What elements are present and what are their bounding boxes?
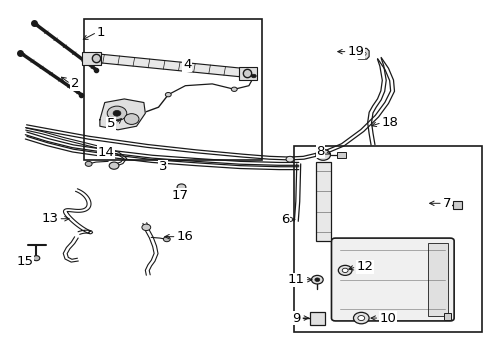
Circle shape <box>231 87 237 91</box>
Bar <box>337 152 345 158</box>
Circle shape <box>361 52 366 55</box>
Text: 14: 14 <box>98 145 114 158</box>
Circle shape <box>316 149 331 160</box>
Text: 6: 6 <box>281 213 290 226</box>
Circle shape <box>312 275 323 284</box>
Bar <box>310 312 325 324</box>
Bar <box>84 19 262 160</box>
Text: 12: 12 <box>356 260 373 273</box>
Text: 9: 9 <box>292 311 300 325</box>
Polygon shape <box>100 99 146 130</box>
Circle shape <box>353 312 369 324</box>
Text: 19: 19 <box>347 45 365 58</box>
Text: 5: 5 <box>107 117 116 130</box>
Bar <box>444 314 451 320</box>
Circle shape <box>142 224 151 230</box>
Bar <box>294 146 482 332</box>
Bar <box>428 243 448 316</box>
Circle shape <box>109 162 119 169</box>
Polygon shape <box>358 48 369 59</box>
Circle shape <box>33 256 40 261</box>
Text: 3: 3 <box>159 160 167 173</box>
FancyBboxPatch shape <box>331 238 454 321</box>
Circle shape <box>315 278 320 282</box>
Circle shape <box>251 74 256 78</box>
Circle shape <box>338 265 352 275</box>
Circle shape <box>177 184 186 190</box>
Polygon shape <box>95 54 248 77</box>
Text: 7: 7 <box>443 197 451 210</box>
Circle shape <box>85 161 92 166</box>
Text: 1: 1 <box>97 26 105 39</box>
Text: 2: 2 <box>71 77 79 90</box>
Circle shape <box>113 111 121 116</box>
Bar <box>239 67 257 80</box>
Circle shape <box>163 237 170 242</box>
Text: 10: 10 <box>379 311 396 325</box>
Text: 16: 16 <box>176 230 194 243</box>
Bar <box>316 162 331 241</box>
Text: 13: 13 <box>41 212 58 225</box>
Text: 8: 8 <box>316 145 325 158</box>
Text: 4: 4 <box>183 58 192 71</box>
Bar <box>82 51 101 64</box>
Circle shape <box>286 156 294 162</box>
Text: 15: 15 <box>17 255 34 268</box>
Circle shape <box>165 93 171 97</box>
Circle shape <box>358 316 365 320</box>
Bar <box>453 201 462 210</box>
Circle shape <box>342 268 348 273</box>
Text: 18: 18 <box>382 116 399 129</box>
Text: 11: 11 <box>288 273 305 286</box>
Circle shape <box>107 106 127 121</box>
Text: 17: 17 <box>172 189 189 202</box>
Circle shape <box>124 114 139 125</box>
